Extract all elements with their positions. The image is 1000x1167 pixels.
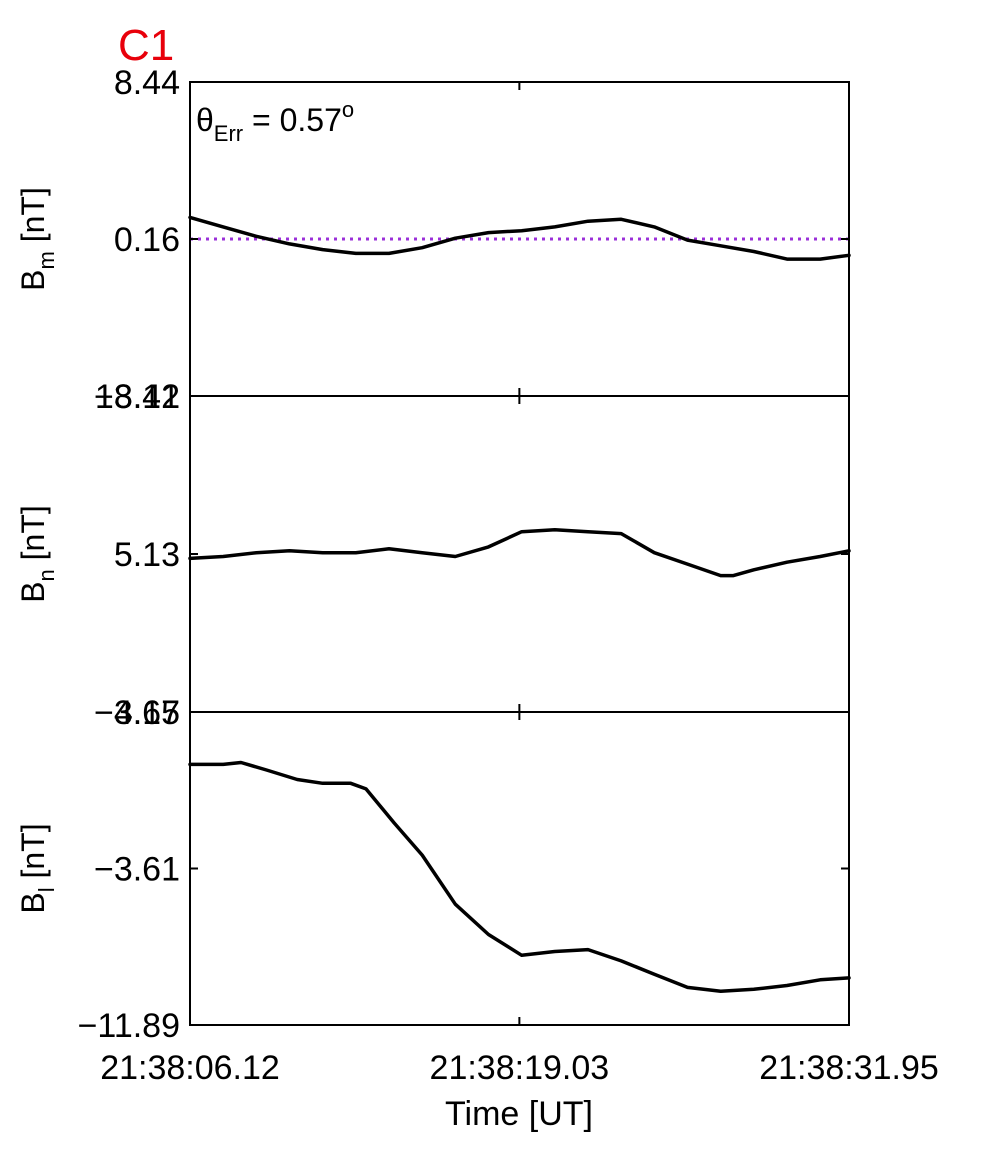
x-tick-label: 21:38:19.03 xyxy=(430,1049,610,1087)
x-axis-label: Time [UT] xyxy=(445,1095,593,1133)
y-axis-label: Bl [nT] xyxy=(15,823,59,913)
y-tick-label: 4.67 xyxy=(114,694,180,732)
y-tick-label: 13.41 xyxy=(95,378,180,416)
series-line-m xyxy=(188,215,851,261)
series-line-l xyxy=(188,760,851,993)
y-tick-label: 0.16 xyxy=(114,221,180,259)
y-tick-label: 8.44 xyxy=(114,64,180,102)
y-tick-label: −3.15 xyxy=(94,694,180,732)
y-axis-label: Bn [nT] xyxy=(15,505,59,603)
theta-value: = 0.57 xyxy=(243,102,342,138)
y-axis-label: Bm [nT] xyxy=(15,187,59,291)
x-tick-label: 21:38:31.95 xyxy=(759,1049,939,1087)
y-tick-label: 5.13 xyxy=(114,536,180,574)
plot-frame xyxy=(189,711,850,1026)
panel-n: 13.41 5.13 −3.15 Bn [nT] xyxy=(15,378,851,732)
theta-symbol: θ xyxy=(196,102,214,138)
theta-error-annotation: θErr = 0.57o xyxy=(196,97,354,146)
spacecraft-label: C1 xyxy=(118,21,174,70)
theta-subscript: Err xyxy=(214,121,243,146)
panel-l: 4.67 −3.61 −11.89 Bl [nT] xyxy=(15,694,851,1045)
plot-frame xyxy=(189,395,850,713)
panel-m: 8.44 0.16 −8.12 Bm [nT] xyxy=(15,64,851,416)
y-tick-label: −11.89 xyxy=(78,1007,180,1045)
y-tick-label: −3.61 xyxy=(94,851,180,889)
x-tick-label: 21:38:06.12 xyxy=(100,1049,280,1087)
x-axis: 21:38:06.12 21:38:19.03 21:38:31.95 Time [U… xyxy=(100,1049,939,1133)
theta-degree: o xyxy=(342,97,354,122)
panels: 8.44 0.16 −8.12 Bm [nT] 13.41 5.13 −3.15 Bn [nT… xyxy=(15,64,851,1045)
y-tick-label: −8.12 xyxy=(94,378,180,416)
series-line-n xyxy=(188,528,851,578)
